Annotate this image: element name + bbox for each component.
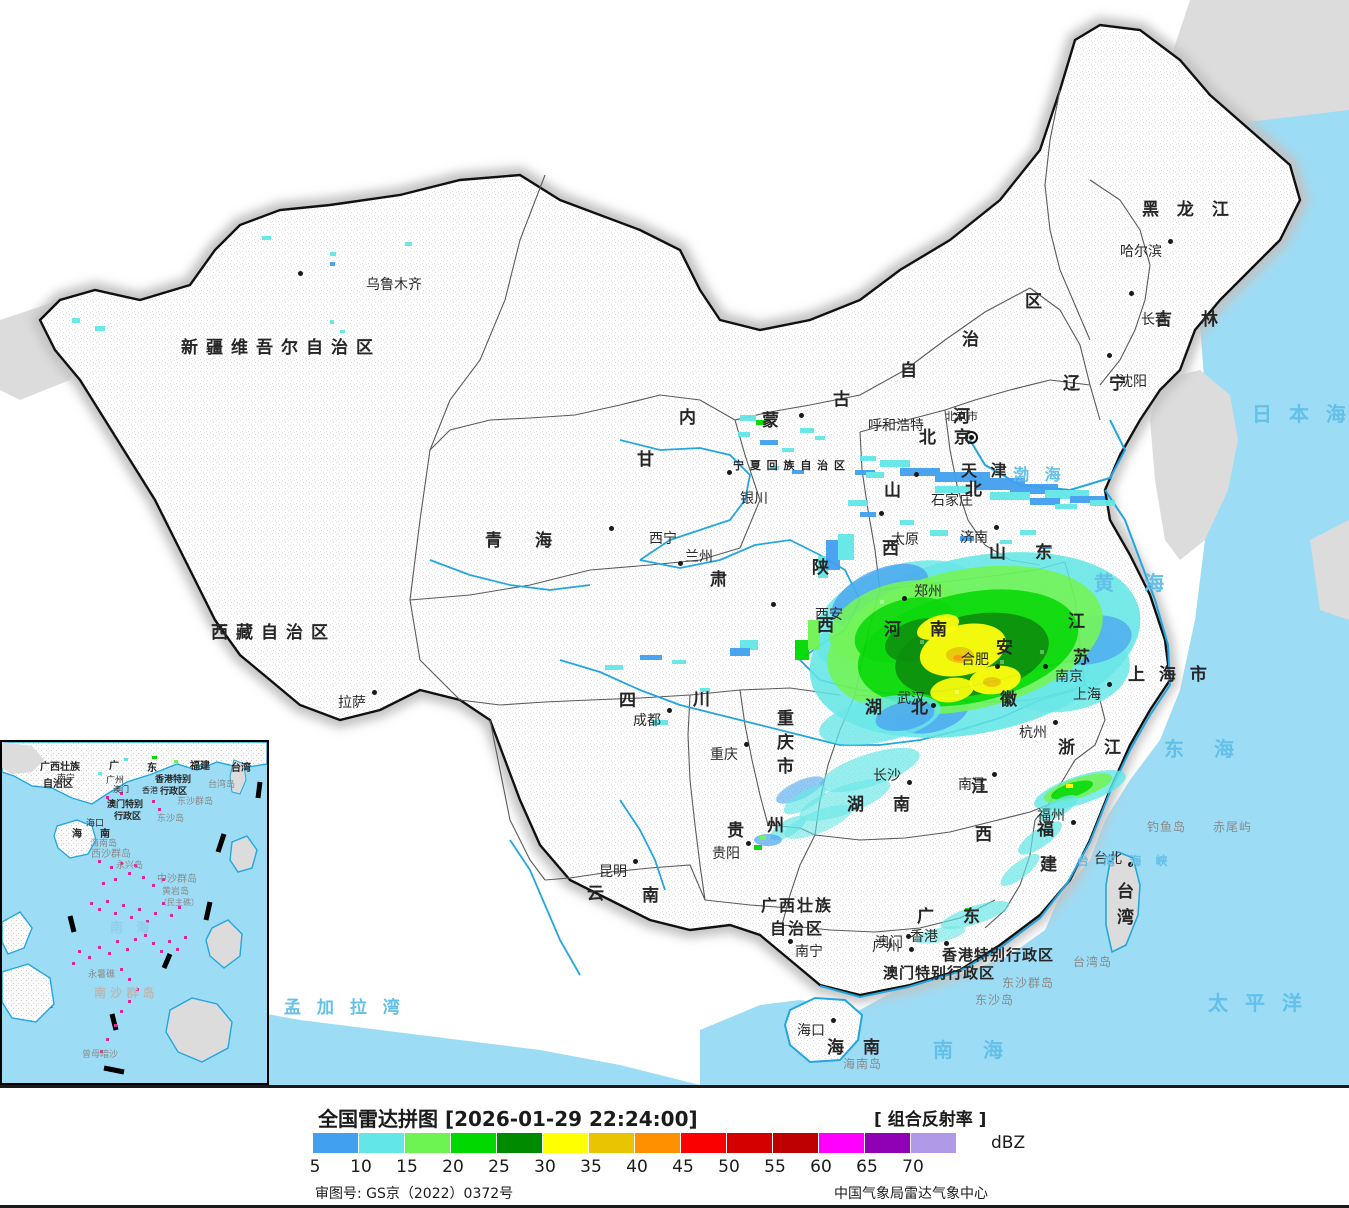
- map-approval-number: 审图号: GS京（2022）0372号: [315, 1186, 514, 1202]
- dbz-swatch-50: [727, 1133, 772, 1153]
- dbz-swatch-40: [635, 1133, 680, 1153]
- echo-shaanxi: [730, 534, 854, 660]
- dbz-tick-20: 20: [442, 1157, 464, 1177]
- legend-title: 全国雷达拼图 [2026-01-29 22:24:00]: [318, 1107, 698, 1131]
- dbz-swatch-25: [497, 1133, 542, 1153]
- dbz-tick-65: 65: [856, 1157, 878, 1177]
- dbz-tick-50: 50: [718, 1157, 740, 1177]
- legend-product-type: [ 组合反射率 ]: [874, 1110, 987, 1130]
- map-canvas[interactable]: 北京市 新疆维吾尔自治区 西藏自治区青 海甘肃内蒙古自治区黑 龙 江吉 林辽 宁河…: [0, 0, 1349, 1085]
- dbz-swatch-35: [589, 1133, 634, 1153]
- dbz-tick-10: 10: [350, 1157, 372, 1177]
- dbz-swatch-30: [543, 1133, 588, 1153]
- radar-echo-layer: [72, 236, 1141, 944]
- dbz-swatch-10: [359, 1133, 404, 1153]
- echo-guangdong: [914, 900, 1010, 944]
- dbz-swatch-55: [773, 1133, 818, 1153]
- foreign-korea: [1150, 370, 1238, 560]
- dbz-tick-55: 55: [764, 1157, 786, 1177]
- echo-hubei-hunan: [776, 694, 941, 839]
- echo-shanxi-shandong: [848, 500, 1052, 549]
- dbz-swatch-20: [451, 1133, 496, 1153]
- agency-credit: 中国气象局雷达气象中心: [834, 1186, 988, 1202]
- south-china-sea-inset-map[interactable]: 广西壮族 自治区广东福建 台湾 南宁 广州 澳门 香港 香港特别 行政区 澳门特别 行政区 台湾岛 东沙…: [0, 740, 269, 1085]
- dbz-swatch-45: [681, 1133, 726, 1153]
- dbz-tick-60: 60: [810, 1157, 832, 1177]
- echo-northwest: [72, 236, 412, 333]
- dbz-swatch-65: [865, 1133, 910, 1153]
- dbz-swatch-5: [313, 1133, 358, 1153]
- dbz-tick-15: 15: [396, 1157, 418, 1177]
- dbz-tick-40: 40: [626, 1157, 648, 1177]
- dbz-tick-25: 25: [488, 1157, 510, 1177]
- map-geometry: [0, 0, 1349, 1085]
- dbz-tick-5: 5: [309, 1157, 321, 1177]
- dbz-swatch-70: [911, 1133, 956, 1153]
- taiwan-island: [1105, 851, 1141, 954]
- hainan-island: [783, 996, 864, 1064]
- foreign-japan: [1310, 520, 1349, 620]
- inset-reef-dots: [72, 792, 187, 1053]
- echo-guizhou: [754, 785, 827, 850]
- dbz-tick-30: 30: [534, 1157, 556, 1177]
- dbz-tick-45: 45: [672, 1157, 694, 1177]
- echo-hebei-bohai: [866, 460, 1115, 509]
- echo-fujian: [1000, 770, 1126, 887]
- echo-main-system: [809, 552, 1141, 738]
- echo-inner-mongolia: [738, 415, 876, 475]
- dbz-swatch-60: [819, 1133, 864, 1153]
- dbz-swatch-15: [405, 1133, 450, 1153]
- dbz-colorbar[interactable]: [313, 1133, 957, 1153]
- dbz-tick-35: 35: [580, 1157, 602, 1177]
- echo-sichuan: [605, 655, 710, 725]
- inset-foreign-land: [2, 835, 258, 1063]
- inset-geometry: [2, 742, 267, 1083]
- dbz-unit-label: dBZ: [991, 1133, 1026, 1153]
- inset-echo: [98, 756, 202, 775]
- dbz-tick-70: 70: [902, 1157, 924, 1177]
- sea-east: [700, 0, 1349, 1085]
